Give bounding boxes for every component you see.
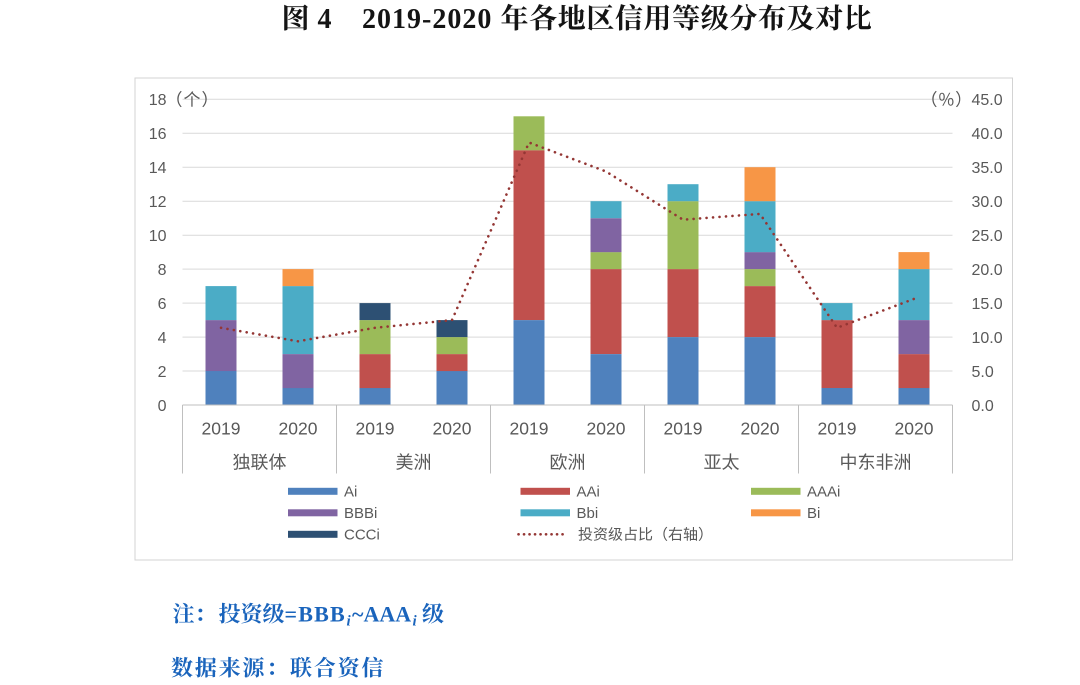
svg-text:4: 4 [158, 330, 167, 347]
svg-text:10.0: 10.0 [972, 330, 1003, 347]
svg-text:Ai: Ai [344, 484, 357, 501]
svg-text:~AAA: ~AAA [352, 602, 411, 627]
svg-text:2020: 2020 [741, 419, 780, 439]
svg-text:15.0: 15.0 [972, 296, 1003, 313]
svg-text:8: 8 [158, 262, 167, 279]
svg-text:AAi: AAi [577, 484, 600, 501]
svg-text:16: 16 [149, 126, 167, 143]
svg-text:Bbi: Bbi [577, 505, 599, 522]
svg-text:2019: 2019 [510, 419, 549, 439]
svg-text:2019: 2019 [356, 419, 395, 439]
svg-text:10: 10 [149, 228, 167, 245]
svg-text:2019: 2019 [202, 419, 241, 439]
svg-text:4: 4 [318, 4, 332, 35]
svg-text:2019: 2019 [818, 419, 857, 439]
svg-text:i: i [347, 614, 352, 630]
svg-text:25.0: 25.0 [972, 228, 1003, 245]
svg-text:2019-2020: 2019-2020 [362, 4, 492, 35]
svg-text:AAAi: AAAi [807, 484, 840, 501]
svg-text:40.0: 40.0 [972, 126, 1003, 143]
svg-text:2: 2 [158, 364, 167, 381]
svg-text:2020: 2020 [895, 419, 934, 439]
svg-text:14: 14 [149, 160, 167, 177]
svg-text:2020: 2020 [587, 419, 626, 439]
svg-text:CCCi: CCCi [344, 527, 380, 544]
svg-text:0: 0 [158, 398, 167, 415]
svg-text:i: i [413, 614, 418, 630]
svg-text:30.0: 30.0 [972, 194, 1003, 211]
svg-text:35.0: 35.0 [972, 160, 1003, 177]
svg-text:2020: 2020 [279, 419, 318, 439]
svg-text:5.0: 5.0 [972, 364, 994, 381]
svg-text:2020: 2020 [433, 419, 472, 439]
svg-text:18: 18 [149, 92, 167, 109]
svg-text:=BBB: =BBB [285, 602, 346, 627]
svg-text:0.0: 0.0 [972, 398, 994, 415]
svg-text:12: 12 [149, 194, 167, 211]
svg-text:Bi: Bi [807, 505, 820, 522]
svg-text:BBBi: BBBi [344, 505, 377, 522]
svg-text:2019: 2019 [664, 419, 703, 439]
svg-text:45.0: 45.0 [972, 92, 1003, 109]
svg-text:20.0: 20.0 [972, 262, 1003, 279]
svg-text:6: 6 [158, 296, 167, 313]
